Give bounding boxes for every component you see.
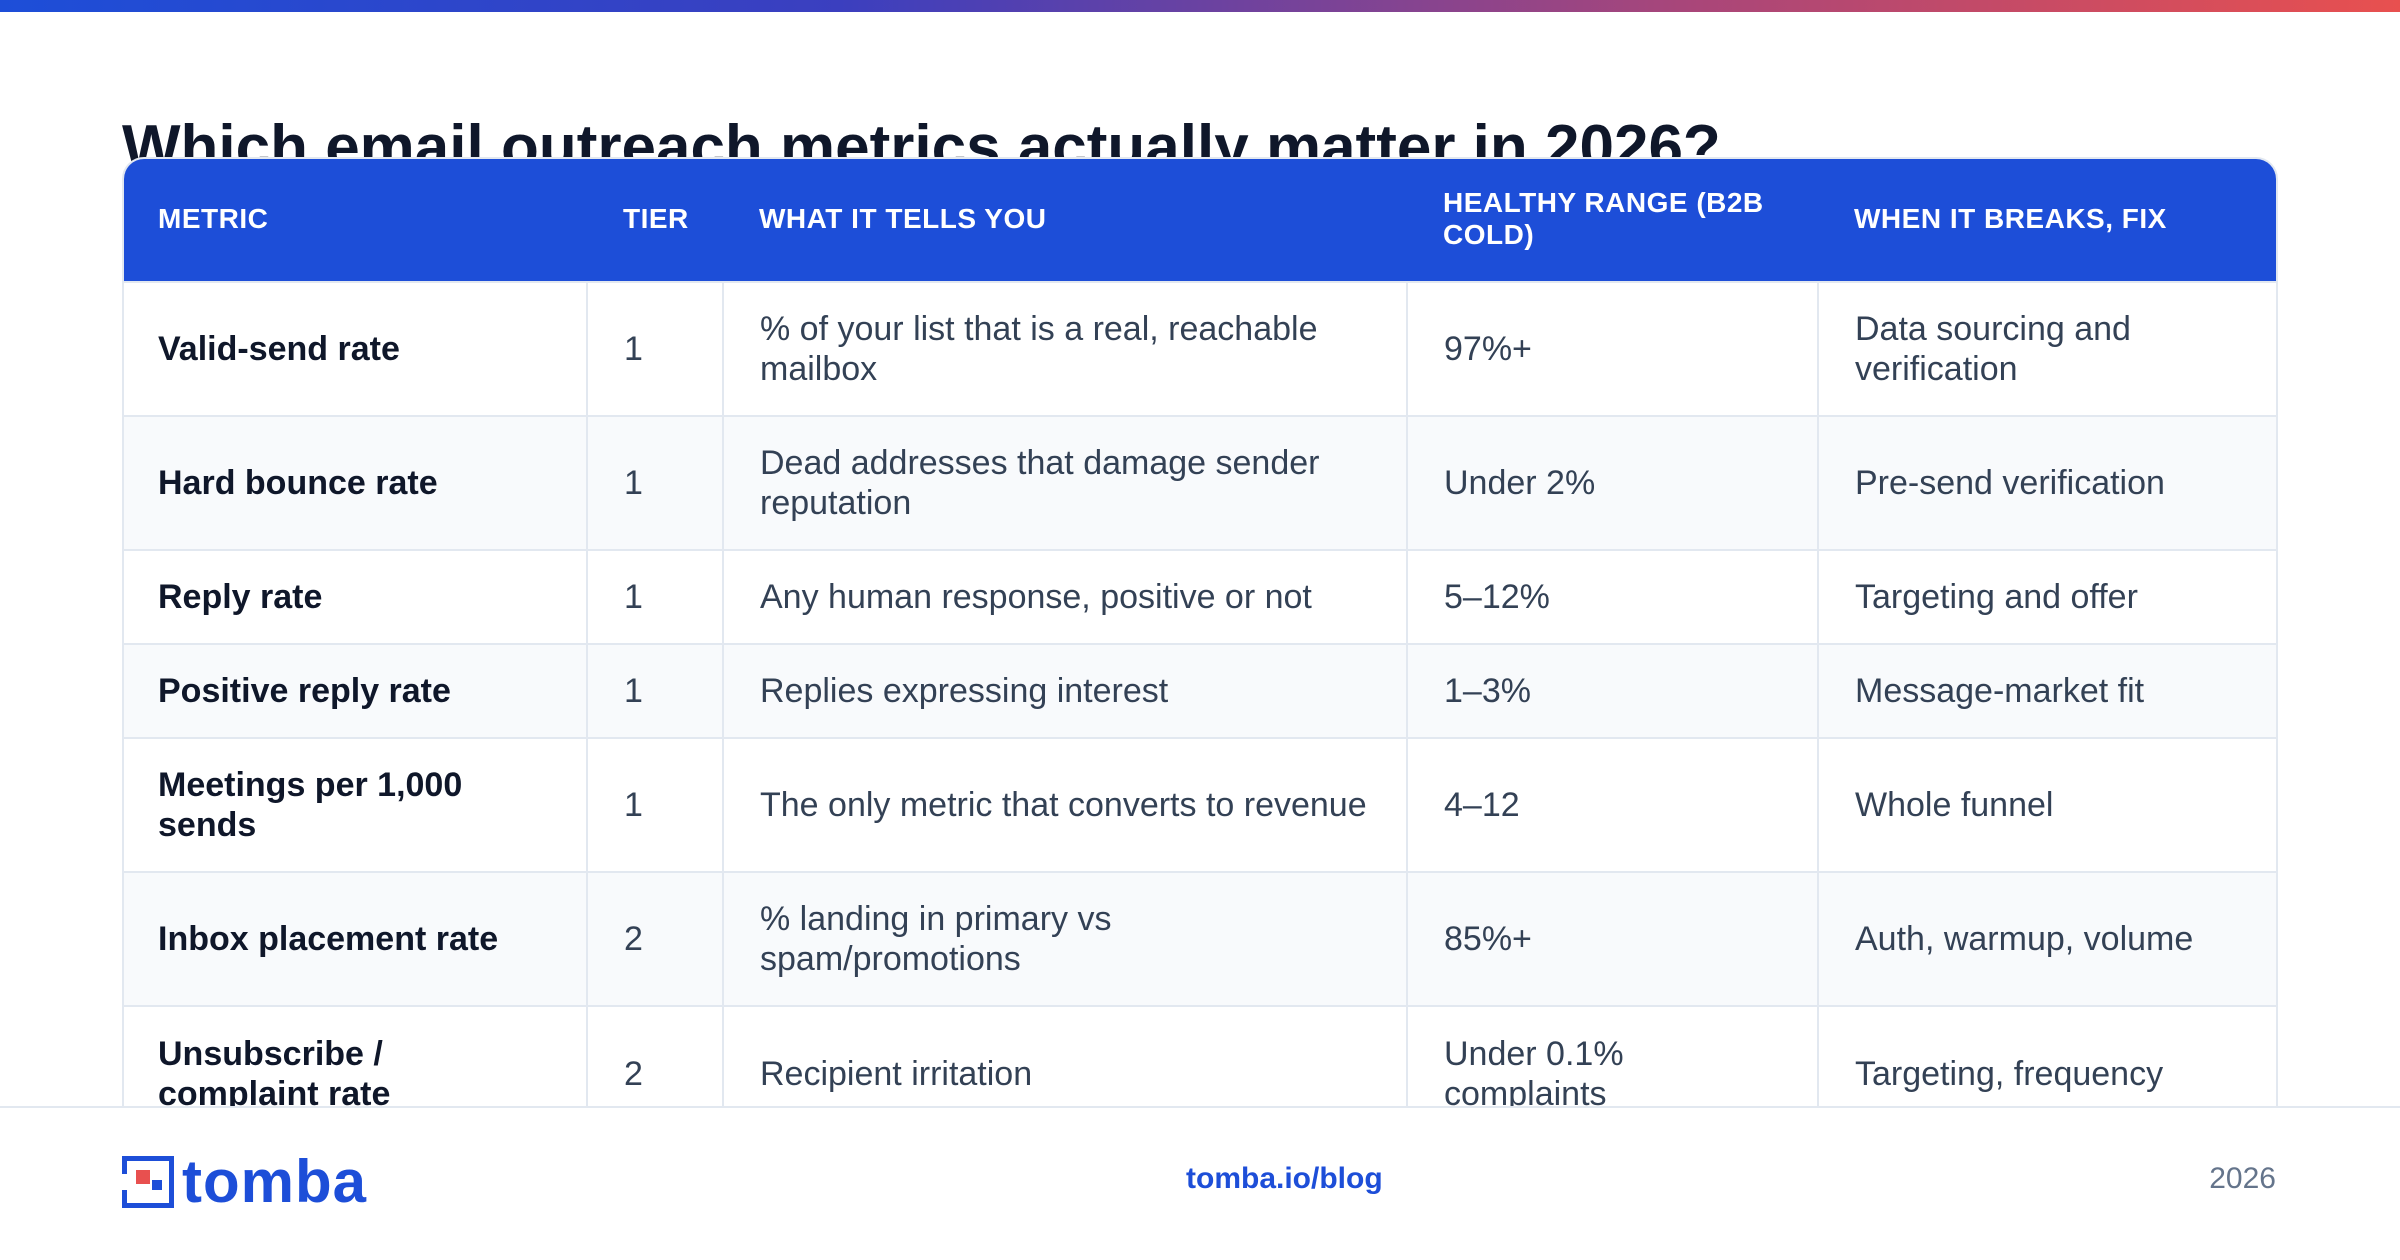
tier-cell: 2 [587, 871, 724, 1006]
header-fix: WHEN IT BREAKS, FIX [1854, 203, 2167, 234]
footer-divider [0, 1106, 2400, 1108]
footer-year: 2026 [2209, 1162, 2276, 1195]
table-row: Positive reply rate 1 Replies expressing… [124, 643, 2276, 738]
what-cell: Dead addresses that damage sender reputa… [723, 415, 1408, 550]
logo-wordmark: tomba [182, 1148, 367, 1215]
tier-cell: 1 [587, 643, 724, 738]
range-cell: 4–12 [1407, 737, 1819, 872]
metric-cell: Valid-send rate [124, 281, 588, 416]
footer [0, 1108, 2400, 1260]
tier-cell: 1 [587, 549, 724, 644]
table-row: Inbox placement rate 2 % landing in prim… [124, 871, 2276, 1006]
blog-link[interactable]: tomba.io/blog [1186, 1162, 1383, 1195]
range-cell: 5–12% [1407, 549, 1819, 644]
what-cell: % of your list that is a real, reachable… [723, 281, 1408, 416]
metrics-table-card: METRIC TIER WHAT IT TELLS YOU HEALTHY RA… [122, 157, 2278, 1142]
range-cell: 1–3% [1407, 643, 1819, 738]
header-range: HEALTHY RANGE (B2B COLD) [1443, 187, 1764, 250]
table-header-row: METRIC TIER WHAT IT TELLS YOU HEALTHY RA… [124, 159, 2276, 282]
metric-cell: Reply rate [124, 549, 588, 644]
metric-cell: Positive reply rate [124, 643, 588, 738]
fix-cell: Targeting and offer [1818, 549, 2276, 644]
table-row: Valid-send rate 1 % of your list that is… [124, 281, 2276, 416]
metrics-table: METRIC TIER WHAT IT TELLS YOU HEALTHY RA… [124, 159, 2276, 1140]
page-title: Which email outreach metrics actually ma… [122, 113, 1721, 162]
table-row: Meetings per 1,000 sends 1 The only metr… [124, 737, 2276, 872]
fix-cell: Whole funnel [1818, 737, 2276, 872]
fix-cell: Data sourcing and verification [1818, 281, 2276, 416]
range-cell: Under 2% [1407, 415, 1819, 550]
metric-cell: Inbox placement rate [124, 871, 588, 1006]
tier-cell: 1 [587, 281, 724, 416]
table-row: Hard bounce rate 1 Dead addresses that d… [124, 415, 2276, 550]
table-row: Reply rate 1 Any human response, positiv… [124, 549, 2276, 644]
metric-cell: Meetings per 1,000 sends [124, 737, 588, 872]
fix-cell: Pre-send verification [1818, 415, 2276, 550]
top-gradient-bar [0, 0, 2400, 12]
range-cell: 97%+ [1407, 281, 1819, 416]
tier-cell: 1 [587, 737, 724, 872]
range-cell: 85%+ [1407, 871, 1819, 1006]
fix-cell: Message-market fit [1818, 643, 2276, 738]
header-metric: METRIC [158, 203, 269, 234]
header-what: WHAT IT TELLS YOU [759, 203, 1047, 234]
what-cell: % landing in primary vs spam/promotions [723, 871, 1408, 1006]
metric-cell: Hard bounce rate [124, 415, 588, 550]
fix-cell: Auth, warmup, volume [1818, 871, 2276, 1006]
what-cell: The only metric that converts to revenue [723, 737, 1408, 872]
what-cell: Replies expressing interest [723, 643, 1408, 738]
tomba-bracket-icon [122, 1156, 174, 1208]
tier-cell: 1 [587, 415, 724, 550]
what-cell: Any human response, positive or not [723, 549, 1408, 644]
header-tier: TIER [623, 203, 689, 234]
tomba-logo[interactable]: tomba [122, 1148, 367, 1215]
